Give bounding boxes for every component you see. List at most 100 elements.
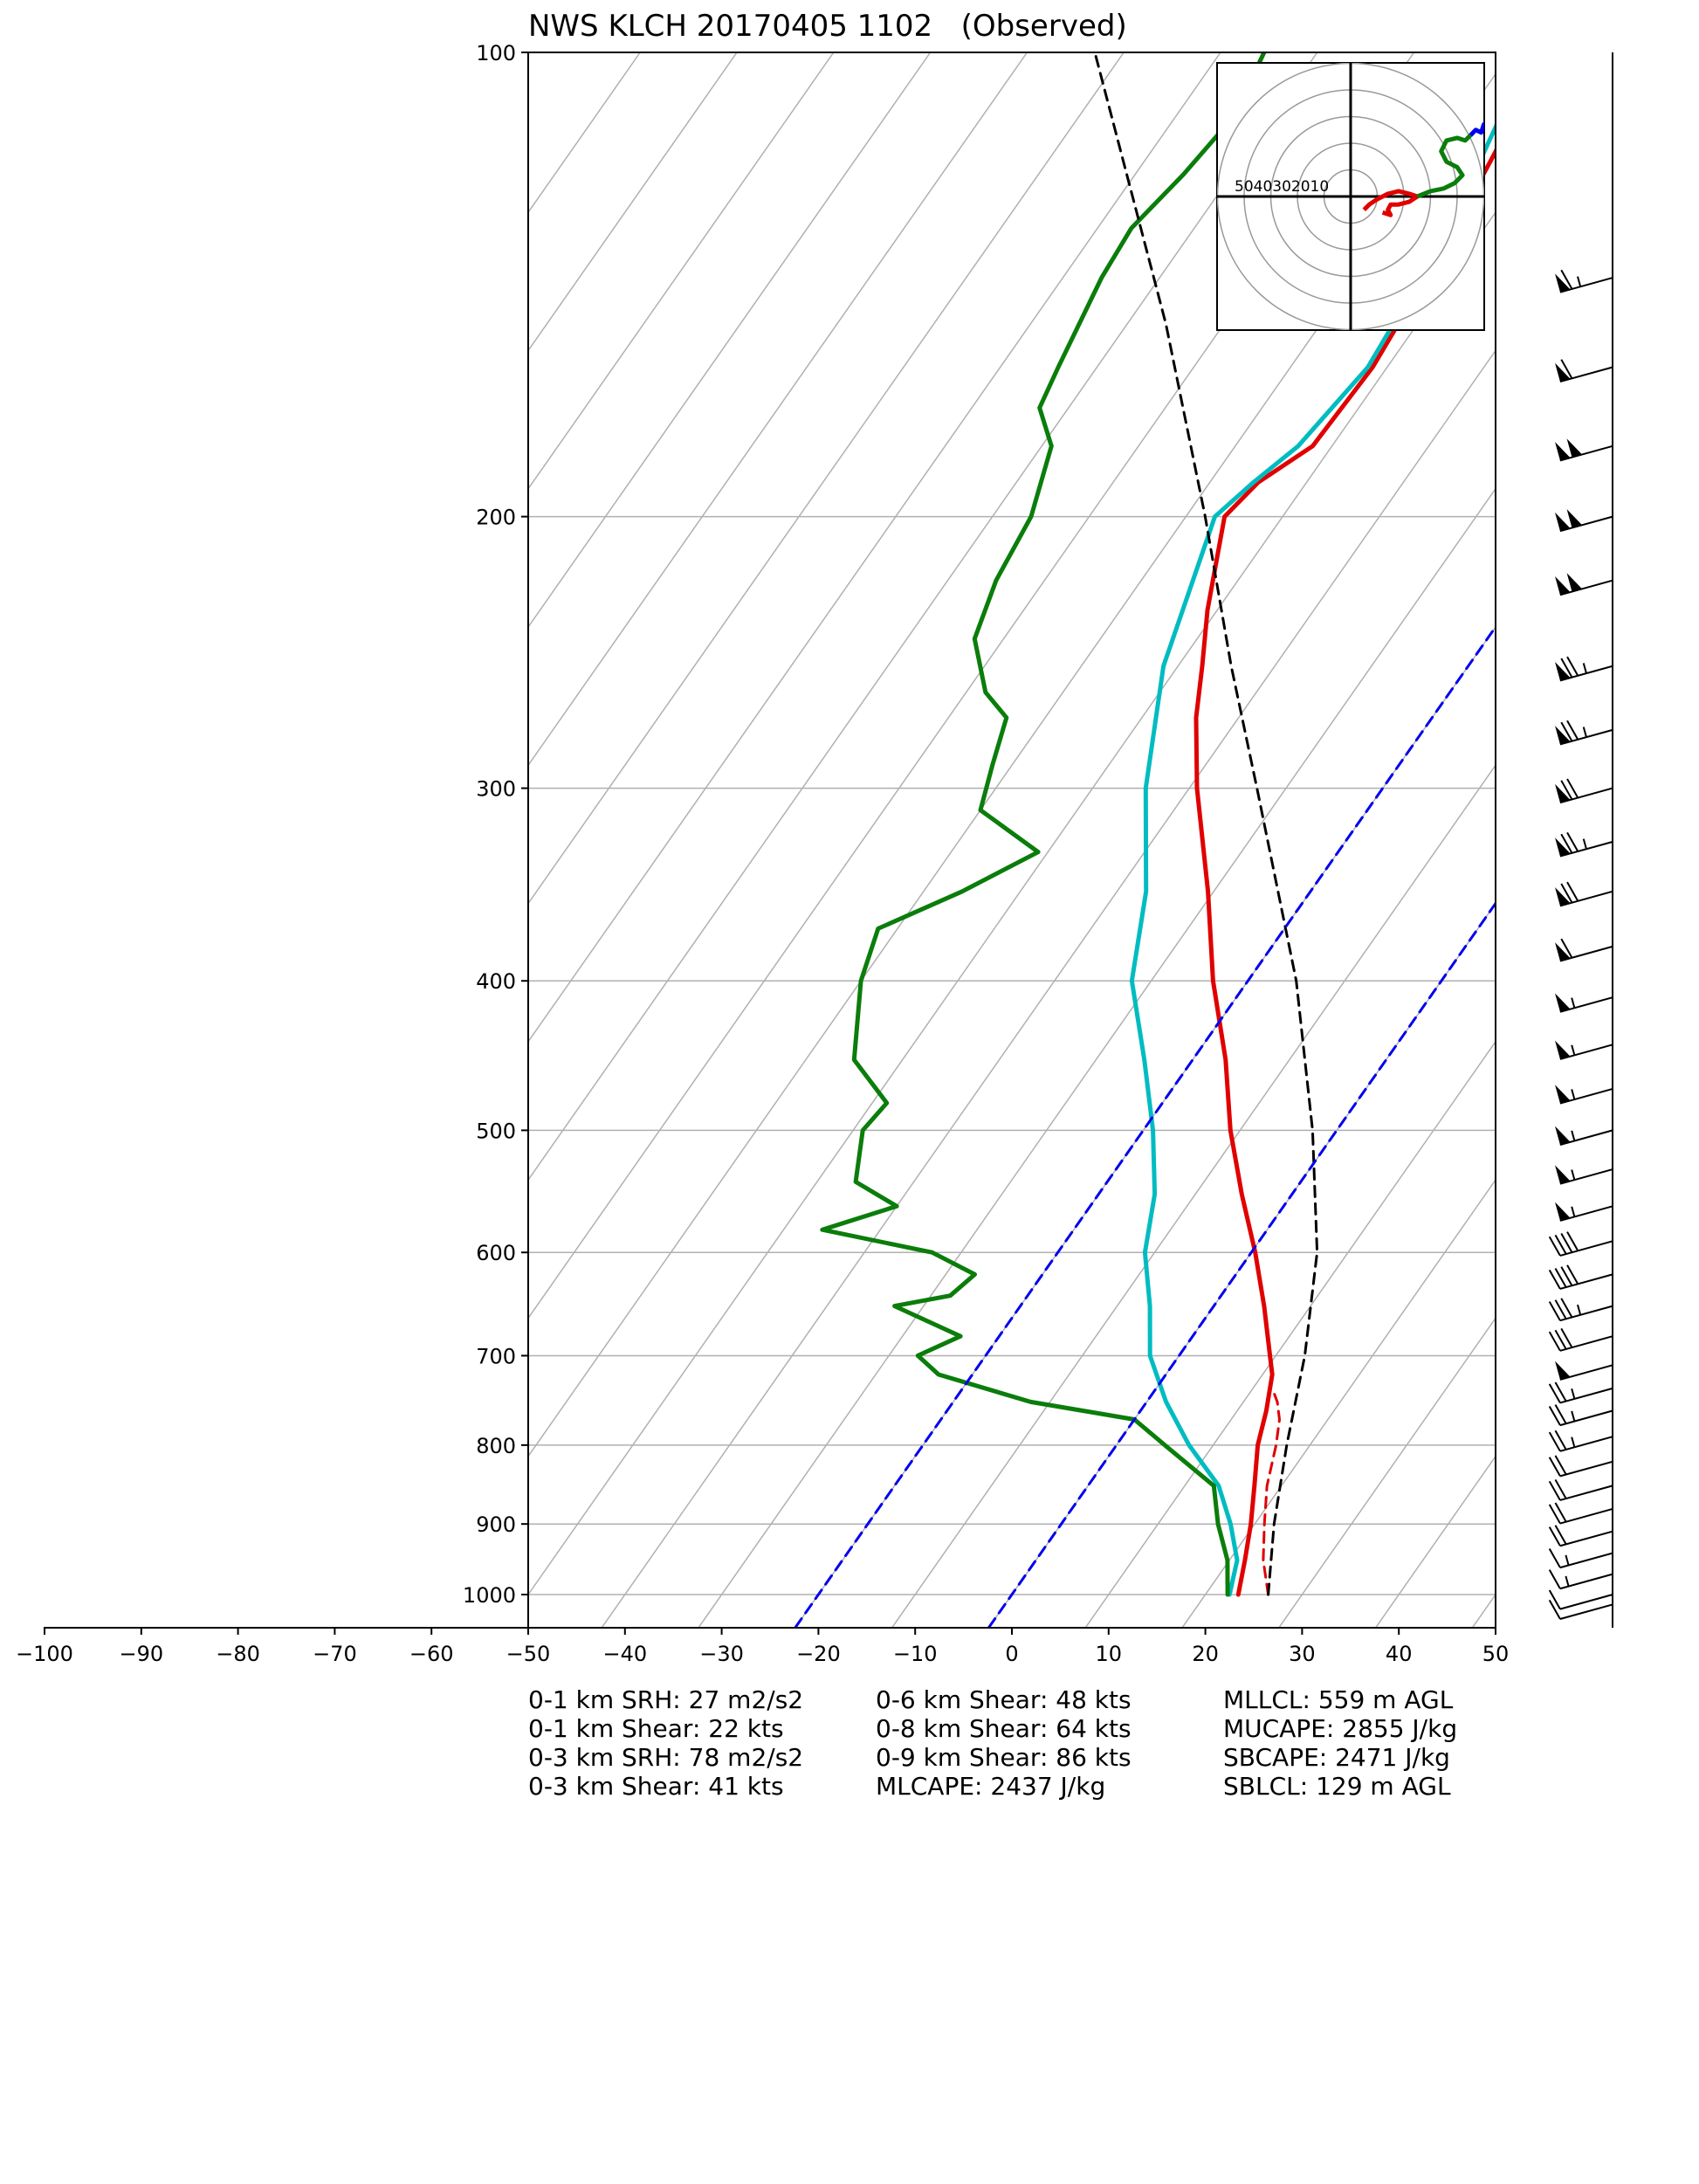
wind-barb xyxy=(1548,1430,1613,1452)
wind-barb-staff xyxy=(1559,1129,1613,1146)
wind-barb xyxy=(1555,993,1613,1013)
wind-barb-staff xyxy=(1559,787,1613,804)
wind-barb-full xyxy=(1548,1504,1561,1525)
stat-shear-0-3km: 0-3 km Shear: 41 kts xyxy=(528,1772,784,1801)
wind-barb xyxy=(1555,881,1613,907)
wind-barb-full xyxy=(1554,1234,1567,1255)
wind-barb xyxy=(1555,359,1613,383)
y-tick-label: 1000 xyxy=(463,1583,516,1608)
wind-barb-full xyxy=(1554,1478,1567,1499)
x-tick-label: −10 xyxy=(893,1642,938,1666)
wind-barb-full xyxy=(1548,1331,1561,1352)
wind-barb-full xyxy=(1560,1327,1573,1348)
series-parcel-line xyxy=(1093,52,1319,1596)
y-tick-label: 500 xyxy=(476,1119,516,1143)
wind-barb xyxy=(1555,831,1613,858)
wind-barb-flag xyxy=(1555,576,1571,596)
wind-barb-staff xyxy=(1559,444,1613,462)
isotherm-line xyxy=(528,52,1125,905)
wind-barb-half xyxy=(1571,1436,1576,1448)
isotherm-line xyxy=(528,52,1028,767)
wind-barb-full xyxy=(1554,1502,1567,1523)
wind-barb-full xyxy=(1566,656,1579,677)
wind-barb-full xyxy=(1554,1299,1567,1319)
wind-barb-full xyxy=(1548,1301,1561,1321)
wind-barb-full xyxy=(1548,1457,1561,1477)
hodograph-body: 5040302010 xyxy=(1217,63,1484,330)
wind-barb xyxy=(1548,1502,1613,1525)
x-tick-label: 40 xyxy=(1386,1642,1413,1666)
wind-barb-staff xyxy=(1559,1594,1613,1610)
wind-barb-full xyxy=(1548,1526,1561,1547)
wind-barb-full xyxy=(1560,1266,1573,1286)
wind-barb-flag xyxy=(1555,442,1571,461)
wind-barb-flag xyxy=(1555,1202,1571,1221)
wind-barb-half xyxy=(1571,1410,1576,1422)
wind-barb xyxy=(1548,1569,1613,1590)
wind-barb xyxy=(1548,1327,1613,1352)
isotherm-line xyxy=(528,52,738,352)
wind-barb-staff xyxy=(1559,1603,1613,1620)
x-tick-label: −50 xyxy=(506,1642,551,1666)
wind-barb-half xyxy=(1571,997,1576,1009)
chart-title: NWS KLCH 20170405 1102 (Observed) xyxy=(528,9,1127,44)
wind-barb-flag xyxy=(1566,509,1583,528)
x-tick-label: −90 xyxy=(119,1642,163,1666)
wind-barb xyxy=(1548,1264,1613,1290)
isotherm-line xyxy=(698,487,1496,1628)
chart-series xyxy=(794,52,1496,1628)
wind-barb-flag xyxy=(1555,362,1571,382)
wind-barb xyxy=(1555,1085,1613,1105)
hodograph: 5040302010 xyxy=(1216,62,1485,331)
stat-sblcl: SBLCL: 129 m AGL xyxy=(1223,1772,1451,1801)
wind-barb xyxy=(1555,573,1613,596)
wind-barb-full xyxy=(1566,1231,1579,1251)
y-tick-label: 200 xyxy=(476,506,516,530)
wind-barb xyxy=(1555,938,1613,962)
wind-barb-half xyxy=(1582,727,1587,738)
wind-barb-staff xyxy=(1559,1460,1613,1478)
wind-barb xyxy=(1555,720,1613,746)
wind-barb-full xyxy=(1560,721,1573,742)
wind-barb xyxy=(1555,1040,1613,1060)
wind-barb-staff xyxy=(1559,1305,1613,1322)
stat-shear-0-1km: 0-1 km Shear: 22 kts xyxy=(528,1714,784,1743)
wind-barb-full xyxy=(1566,778,1579,799)
series-isotherm-line xyxy=(794,624,1496,1628)
wind-barb-staff xyxy=(1559,366,1613,383)
x-tick-label: 0 xyxy=(1005,1642,1018,1666)
wind-barb-flag xyxy=(1555,726,1571,745)
wind-barb-full xyxy=(1548,1548,1561,1568)
isotherm-line xyxy=(1278,1317,1496,1628)
wind-barb-staff xyxy=(1559,1436,1613,1452)
x-tick-label: −20 xyxy=(796,1642,841,1666)
wind-barb-flag xyxy=(1555,837,1571,857)
wind-barb-full xyxy=(1548,1431,1561,1452)
wind-barb xyxy=(1548,1381,1613,1404)
wind-barb-full xyxy=(1554,1329,1567,1350)
wind-barb-full xyxy=(1548,1269,1561,1290)
wind-barb-flag xyxy=(1555,1126,1571,1145)
wind-barb-staff xyxy=(1559,515,1613,533)
stat-sbcape: SBCAPE: 2471 J/kg xyxy=(1223,1743,1450,1772)
wind-barb-full xyxy=(1560,359,1573,379)
wind-barb xyxy=(1555,778,1613,804)
stat-srh-0-3km: 0-3 km SRH: 78 m2/s2 xyxy=(528,1743,804,1772)
wind-barb xyxy=(1555,1126,1613,1146)
wind-barb-full xyxy=(1548,1383,1561,1403)
isotherm-line xyxy=(528,52,1318,1182)
x-tick-label: 10 xyxy=(1096,1642,1123,1666)
wind-barb xyxy=(1555,1361,1613,1381)
series-dewpoint-line xyxy=(820,52,1267,1597)
wind-barb-flag xyxy=(1555,993,1571,1012)
wind-barb-full xyxy=(1560,833,1573,854)
y-tick-label: 300 xyxy=(476,777,516,802)
wind-barb xyxy=(1548,1599,1613,1620)
stats-column-1: 0-1 km SRH: 27 m2/s2 0-1 km Shear: 22 kt… xyxy=(528,1685,803,1801)
wind-barb-full xyxy=(1560,1233,1573,1253)
wind-barb-full xyxy=(1566,831,1579,852)
wind-barb-staff xyxy=(1559,1240,1613,1257)
series-isotherm-line xyxy=(987,900,1496,1628)
wind-barb-full xyxy=(1554,1525,1567,1545)
wind-barb-full xyxy=(1548,1569,1561,1589)
